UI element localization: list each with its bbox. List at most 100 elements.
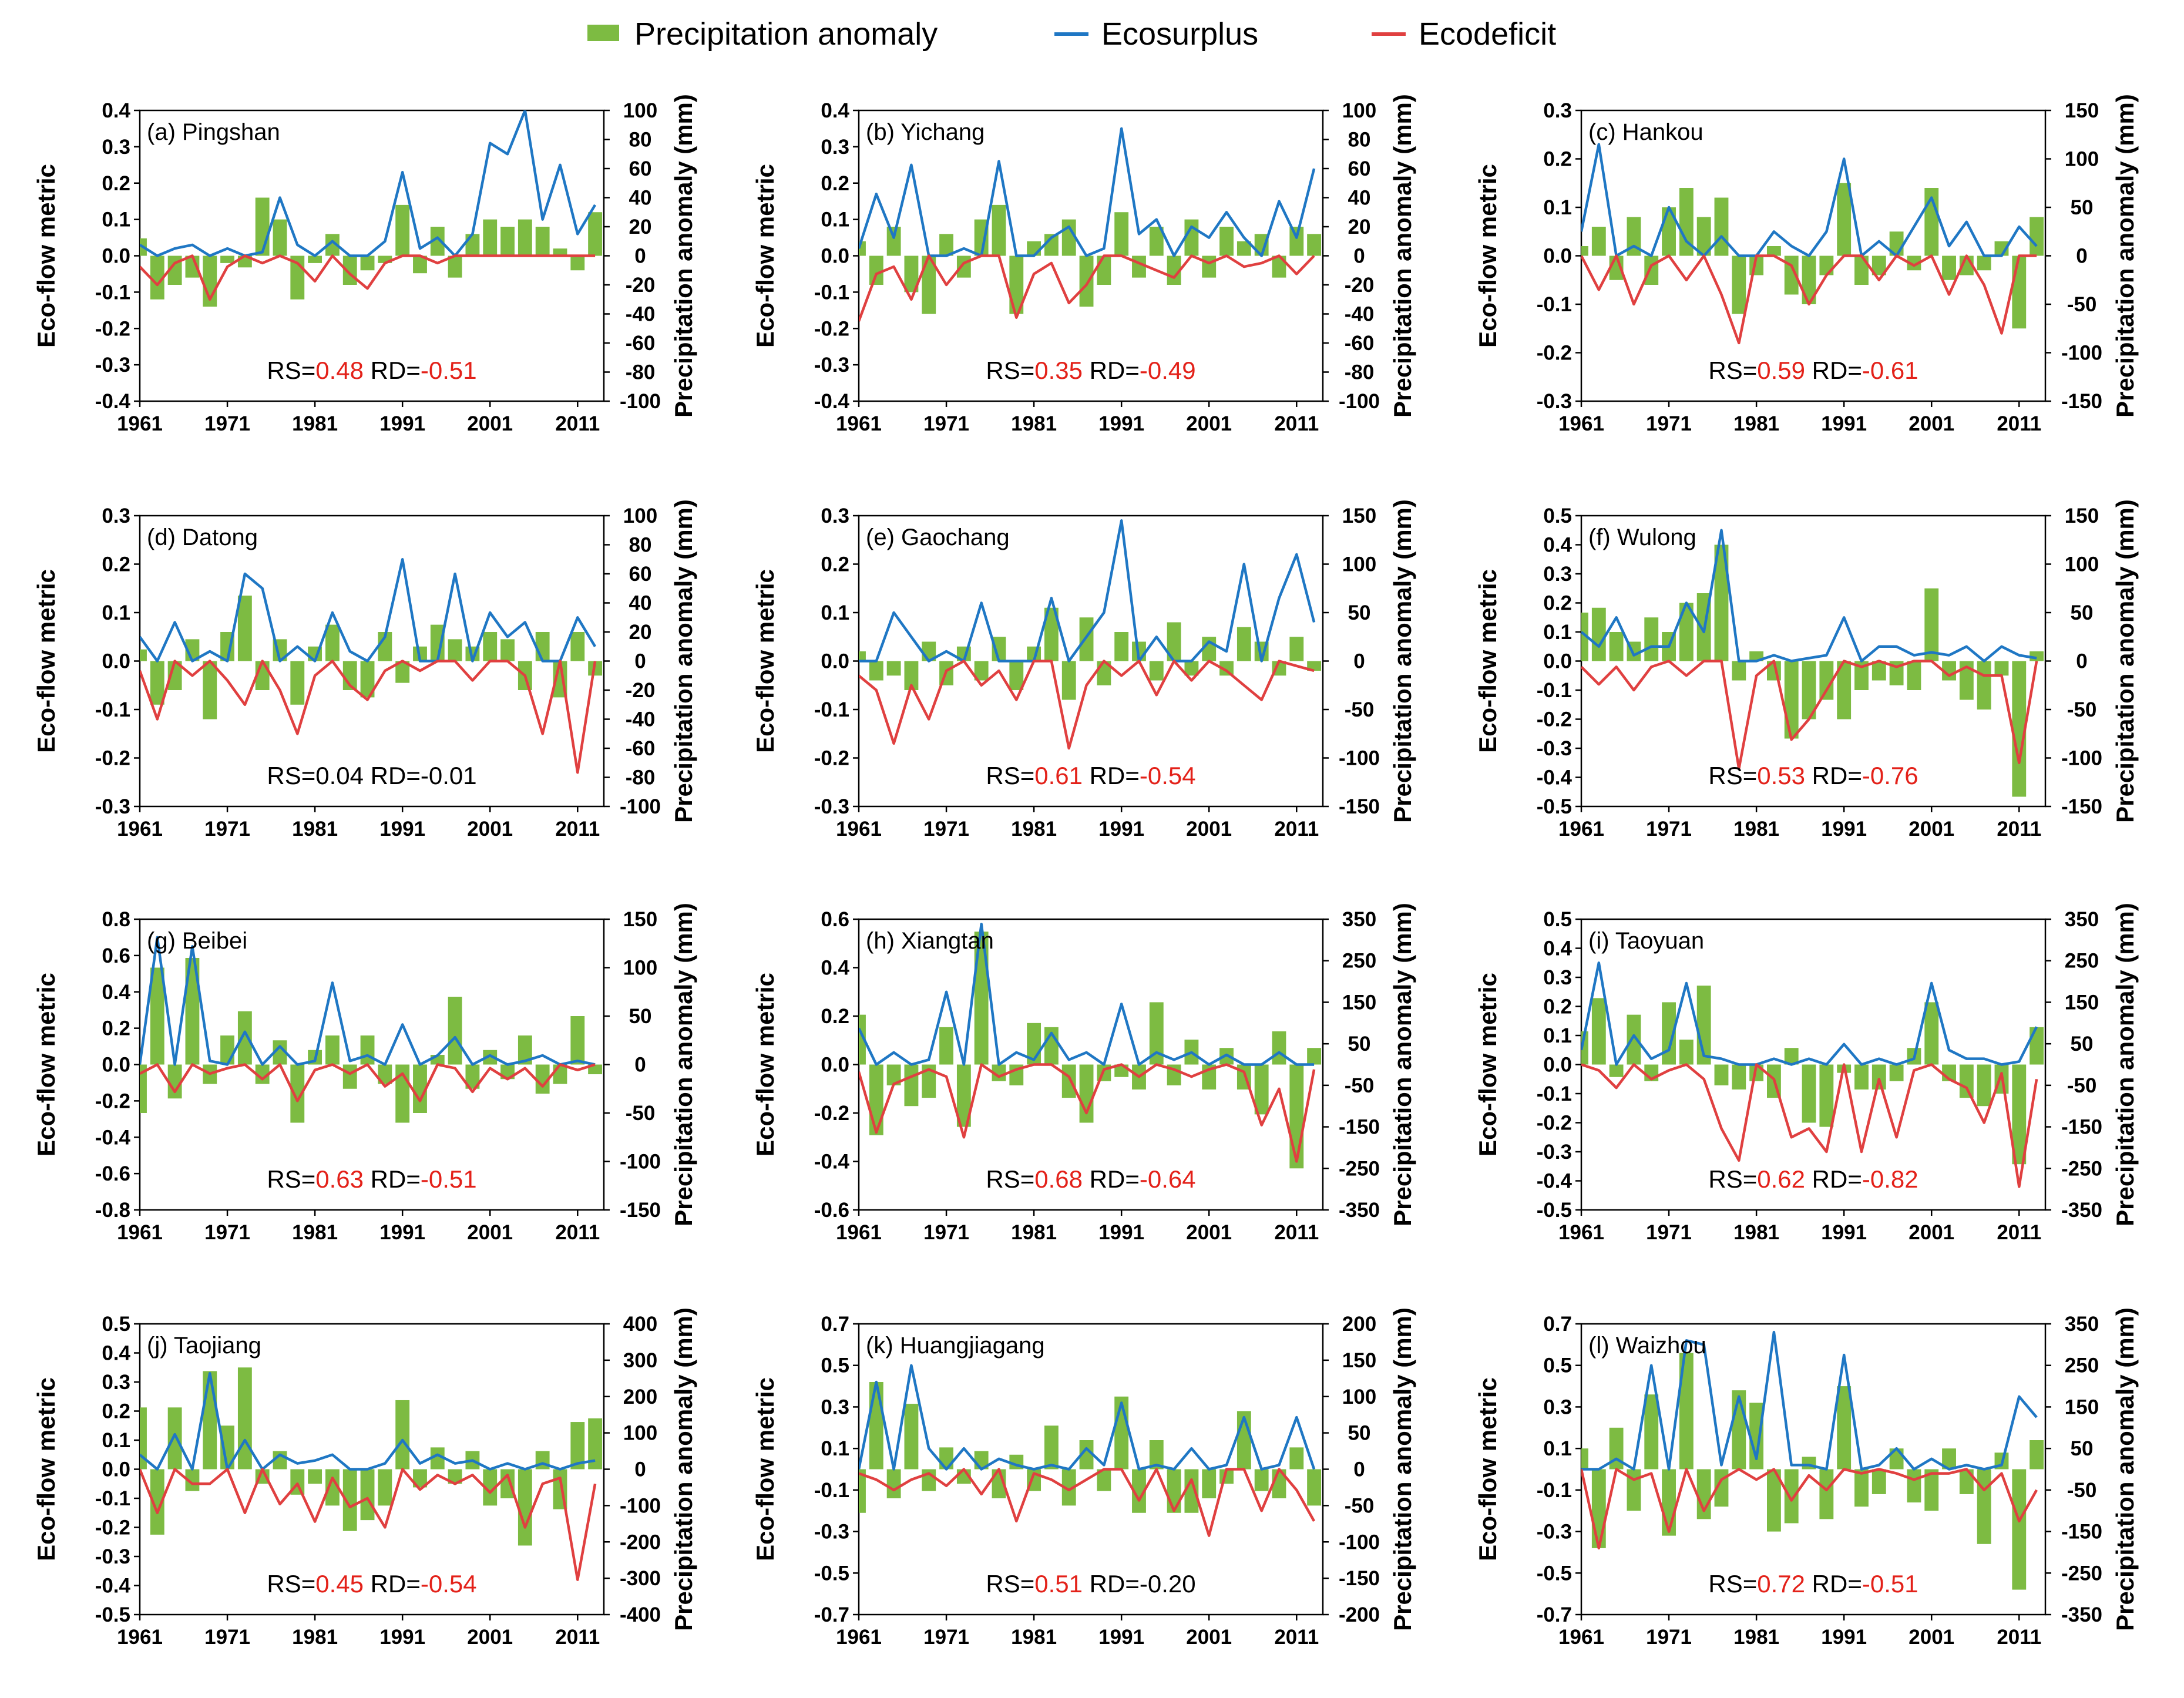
y2-tick-label: -100: [620, 795, 661, 818]
stats-part: 0.53: [1757, 762, 1805, 789]
precip-bar: [325, 1035, 340, 1065]
y-tick-label: -0.1: [95, 281, 130, 304]
y2-tick-label: -400: [620, 1603, 661, 1626]
y2-tick-label: -350: [2061, 1603, 2102, 1626]
precip-bar: [1959, 661, 1974, 700]
precip-bar: [1889, 661, 1904, 685]
y2-axis-title: Precipitation anomaly (mm): [1389, 903, 1416, 1226]
precip-bar: [1732, 1064, 1746, 1090]
precip-bar: [255, 197, 270, 256]
y2-tick-label: 250: [1342, 950, 1376, 973]
x-tick-label: 1981: [1733, 412, 1779, 435]
y-tick-label: 0.1: [1543, 621, 1572, 644]
precip-bar: [395, 661, 410, 683]
precip-bar: [167, 255, 182, 285]
precip-bar: [553, 248, 567, 256]
y2-tick-label: 50: [2071, 1033, 2094, 1055]
stats-part: 0.45: [315, 1570, 364, 1598]
precip-bar: [1237, 627, 1251, 661]
y2-tick-label: -60: [1345, 332, 1375, 355]
precip-bar: [448, 997, 462, 1065]
y-tick-label: -0.1: [1537, 293, 1572, 316]
y2-tick-label: -350: [2061, 1199, 2102, 1222]
y2-tick-label: -50: [2067, 1479, 2097, 1502]
y2-tick-label: 200: [623, 1386, 657, 1408]
ecodeficit-line: [859, 660, 1315, 750]
precip-bar: [1289, 637, 1304, 661]
x-tick-label: 1981: [1733, 1626, 1779, 1649]
precip-bar: [1907, 255, 1921, 271]
precip-bar: [1679, 603, 1694, 661]
x-tick-label: 2011: [1997, 1626, 2041, 1649]
data-layer: [859, 519, 1322, 750]
x-tick-label: 1981: [1011, 412, 1057, 435]
y2-tick-label: -350: [1339, 1199, 1380, 1222]
y2-axis-title: Precipitation anomaly (mm): [2111, 499, 2139, 823]
precip-bar: [1307, 661, 1322, 671]
precip-bar: [992, 1064, 1006, 1081]
precip-bar: [904, 1404, 919, 1470]
precip-bar: [1581, 613, 1588, 661]
precip-bar: [255, 1064, 270, 1084]
stats-label: RS=0.61 RD=-0.54: [986, 762, 1195, 789]
precip-bar: [1644, 617, 1659, 661]
y2-tick-label: 0: [634, 245, 646, 268]
stats-label: RS=0.51 RD=-0.20: [986, 1570, 1195, 1598]
precip-bar: [1907, 661, 1921, 690]
precip-bar: [518, 219, 532, 256]
x-tick-label: 1991: [379, 412, 425, 435]
precip-bar: [1819, 661, 1834, 700]
y-tick-label: -0.3: [1537, 390, 1572, 413]
x-tick-label: 1991: [379, 1626, 425, 1649]
precip-bar: [167, 1064, 182, 1099]
stats-label: RS=0.63 RD=-0.51: [267, 1165, 476, 1193]
stats-part: RD=: [1805, 1165, 1862, 1193]
precip-bar: [904, 1064, 919, 1107]
y-tick-label: 0.1: [821, 209, 849, 231]
y2-tick-label: 350: [2065, 1313, 2099, 1336]
precip-bar: [378, 1469, 392, 1506]
precip-bar: [1714, 1064, 1729, 1085]
panel-b-yichang: 0.4 0.3 0.2 0.1 0.0 -0.1 -0.2 -0.3 -0.4 100 80 60 40…: [751, 94, 1416, 435]
precip-bar: [290, 1064, 305, 1123]
y2-tick-label: 250: [2065, 950, 2099, 973]
precip-bar: [1802, 661, 1816, 719]
y-tick-label: -0.2: [1537, 708, 1572, 731]
y-tick-label: 0.3: [102, 136, 130, 159]
x-tick-label: 1971: [1646, 412, 1692, 435]
x-tick-label: 2011: [1274, 412, 1319, 435]
y2-tick-label: 50: [1348, 601, 1371, 624]
data-layer: [140, 558, 603, 774]
precip-bar: [974, 932, 989, 1065]
y2-tick-label: 50: [629, 1005, 652, 1028]
precip-bar: [1149, 227, 1164, 256]
y-tick-label: -0.4: [95, 390, 131, 413]
precip-bar: [1167, 1469, 1181, 1513]
y2-tick-label: -100: [620, 1494, 661, 1517]
x-tick-label: 2001: [1186, 1221, 1232, 1244]
x-tick-label: 1991: [1098, 412, 1144, 435]
ecosurplus-line: [859, 127, 1316, 257]
precip-bar: [1854, 255, 1869, 285]
precip-bar: [956, 255, 971, 278]
y-tick-label: 0.1: [821, 1437, 849, 1460]
y-tick-label: 0.5: [102, 1313, 130, 1336]
y-tick-label: -0.5: [1537, 1199, 1572, 1222]
stats-part: RS=: [1708, 762, 1757, 789]
stats-label: RS=0.48 RD=-0.51: [267, 357, 476, 384]
precip-bar: [1959, 1064, 1974, 1098]
y2-tick-label: 0: [1353, 650, 1365, 673]
y2-tick-label: -100: [620, 1151, 661, 1174]
x-tick-label: 1981: [1011, 818, 1057, 840]
panel-title: (d) Datong: [147, 524, 258, 550]
precip-bar: [185, 958, 200, 1065]
y-tick-label: 0.5: [1543, 1354, 1572, 1377]
stats-part: -0.51: [421, 357, 477, 384]
precip-bar: [1714, 544, 1729, 661]
y2-tick-label: -50: [2067, 1074, 2097, 1097]
precip-bar: [1149, 1440, 1164, 1470]
y2-tick-label: 100: [623, 1422, 657, 1445]
y-tick-label: 0.4: [1543, 534, 1572, 557]
precip-bar: [1061, 219, 1076, 256]
precip-bar: [869, 1382, 883, 1470]
